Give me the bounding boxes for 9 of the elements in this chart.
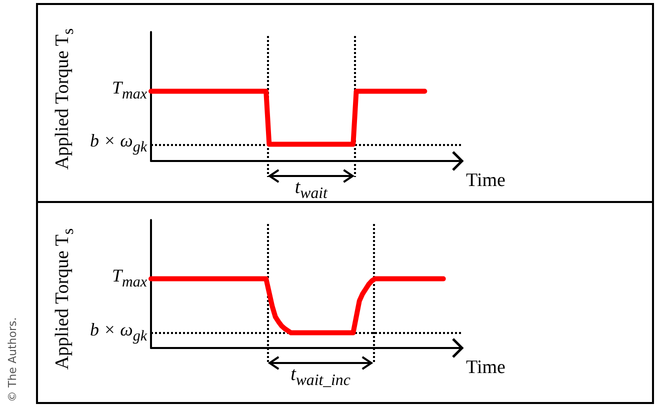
text: T$_{max}$ [112,264,147,292]
ref-line-label: b × ω$_{gk}$ [90,318,147,346]
text: © The Authors. [6,317,19,402]
text: T$_{max}$ [112,76,147,105]
x-axis-title: Time [466,170,506,191]
text: t$_{wait_inc}$ [290,364,350,391]
text: t$_{wait}$ [294,177,328,204]
ref-line-label: b × ω$_{gk}$ [90,130,147,158]
x-axis-title: Time [466,357,506,378]
